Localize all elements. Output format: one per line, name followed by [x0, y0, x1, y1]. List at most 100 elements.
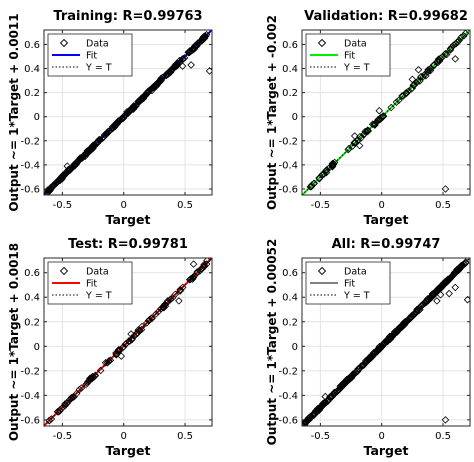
plot-area	[44, 30, 212, 195]
regression-panel: Training: R=0.99763 Output ~= 1*Target + …	[7, 9, 213, 227]
x-tick-label: 0	[379, 431, 385, 442]
data-point	[394, 326, 402, 335]
data-point	[349, 370, 357, 378]
data-point	[379, 340, 388, 349]
data-point	[159, 303, 167, 312]
data-point	[93, 139, 102, 147]
data-point	[331, 388, 340, 397]
data-point	[339, 380, 348, 388]
data-point	[424, 66, 433, 75]
legend-identity-label: Y = T	[85, 63, 112, 74]
data-point	[85, 376, 94, 384]
data-point	[461, 259, 470, 267]
x-axis-label: Target	[364, 443, 409, 458]
data-point	[344, 376, 353, 384]
data-point	[172, 62, 180, 70]
data-point	[191, 43, 199, 51]
data-point	[305, 416, 313, 424]
data-point-outlier	[355, 141, 364, 150]
data-point	[302, 418, 309, 426]
data-point	[357, 134, 365, 143]
panel-title: Validation: R=0.99682	[304, 9, 468, 24]
data-point-outlier	[189, 260, 198, 268]
x-tick-label: 0.5	[177, 200, 193, 211]
y-tick-label: 0.6	[282, 40, 298, 51]
data-point	[163, 297, 172, 305]
legend-data-label: Data	[86, 39, 109, 50]
legend-data-marker	[317, 38, 327, 48]
data-point	[188, 275, 197, 283]
data-point	[364, 355, 373, 364]
data-point	[352, 368, 360, 377]
data-point	[407, 313, 415, 321]
data-point	[71, 160, 80, 169]
data-point	[75, 385, 84, 394]
data-point	[103, 358, 112, 367]
data-point-outlier	[178, 62, 187, 70]
data-point-outlier	[422, 72, 430, 80]
data-point	[52, 178, 61, 187]
plot-area	[302, 258, 470, 426]
data-point	[336, 382, 345, 390]
axes-box	[301, 257, 471, 427]
data-point-outlier	[451, 283, 460, 292]
data-point	[119, 114, 128, 122]
legend-data-label: Data	[344, 39, 367, 50]
data-point	[421, 299, 430, 307]
data-point-outlier	[408, 75, 417, 84]
data-point-outlier	[414, 65, 423, 74]
data-point	[433, 57, 442, 66]
data-point	[357, 362, 365, 370]
data-point	[394, 325, 403, 333]
y-tick-label: -0.4	[20, 160, 40, 171]
y-tick-label: 0.2	[282, 317, 298, 328]
data-point-outlier	[441, 416, 450, 424]
data-point	[374, 115, 382, 124]
data-point-outlier	[350, 132, 359, 140]
data-point-outlier	[63, 162, 72, 170]
data-point	[114, 117, 123, 125]
data-point	[65, 165, 74, 174]
data-point-outlier	[127, 330, 135, 338]
data-point	[351, 139, 359, 147]
y-tick-label: -0.2	[20, 136, 40, 147]
data-point	[196, 267, 204, 275]
data-point	[82, 149, 90, 157]
legend-identity-label: Y = T	[343, 63, 370, 74]
data-point	[442, 49, 450, 58]
data-point-outlier	[203, 258, 211, 265]
y-tick-label: 0	[34, 342, 40, 353]
data-point	[121, 111, 130, 119]
data-point	[439, 280, 447, 288]
data-point	[57, 404, 66, 413]
data-point	[119, 342, 128, 351]
data-point	[457, 33, 465, 42]
x-axis-label: Target	[106, 443, 151, 458]
data-point	[385, 335, 393, 344]
data-point-outlier	[105, 357, 113, 365]
data-point	[61, 400, 69, 408]
data-point	[176, 287, 184, 295]
data-point-outlier	[441, 185, 450, 193]
panel-title: All: R=0.99747	[332, 237, 441, 252]
data-point	[394, 96, 403, 105]
y-tick-label: 0.2	[24, 317, 40, 328]
data-point	[408, 84, 417, 92]
axes-box	[43, 29, 213, 196]
data-point	[138, 94, 146, 102]
data-point	[371, 121, 379, 129]
data-point-outlier	[451, 55, 460, 63]
legend-data-label: Data	[344, 267, 367, 278]
data-point	[164, 70, 173, 78]
y-axis-label: Output ~= 1*Target + 0.00052	[265, 239, 279, 446]
data-point	[315, 405, 324, 414]
y-tick-label: 0	[292, 112, 298, 123]
y-tick-label: -0.6	[278, 415, 298, 426]
data-point	[170, 63, 178, 71]
legend-fit-label: Fit	[86, 279, 97, 290]
regression-panel: Test: R=0.99781 Output ~= 1*Target + 0.00…	[7, 237, 213, 458]
data-point	[333, 387, 342, 395]
